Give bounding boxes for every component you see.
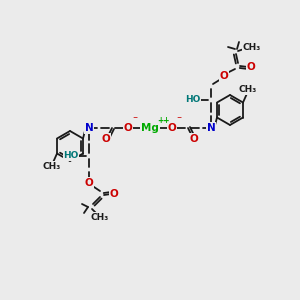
Text: ⁻: ⁻ <box>132 115 137 125</box>
Text: ++: ++ <box>157 116 169 125</box>
Text: HO: HO <box>63 152 79 160</box>
Text: O: O <box>124 123 132 133</box>
Text: CH₃: CH₃ <box>43 162 61 171</box>
Text: ⁻: ⁻ <box>176 115 181 125</box>
Text: CH₃: CH₃ <box>243 44 261 52</box>
Text: O: O <box>220 71 228 81</box>
Text: O: O <box>247 62 255 72</box>
Text: O: O <box>102 134 110 144</box>
Text: N: N <box>207 123 215 133</box>
Text: O: O <box>168 123 176 133</box>
Text: O: O <box>190 134 198 144</box>
Text: O: O <box>85 178 93 188</box>
Text: HO: HO <box>185 95 201 104</box>
Text: O: O <box>110 189 118 199</box>
Text: CH₃: CH₃ <box>239 85 257 94</box>
Text: N: N <box>85 123 93 133</box>
Text: CH₃: CH₃ <box>91 212 109 221</box>
Text: Mg: Mg <box>141 123 159 133</box>
